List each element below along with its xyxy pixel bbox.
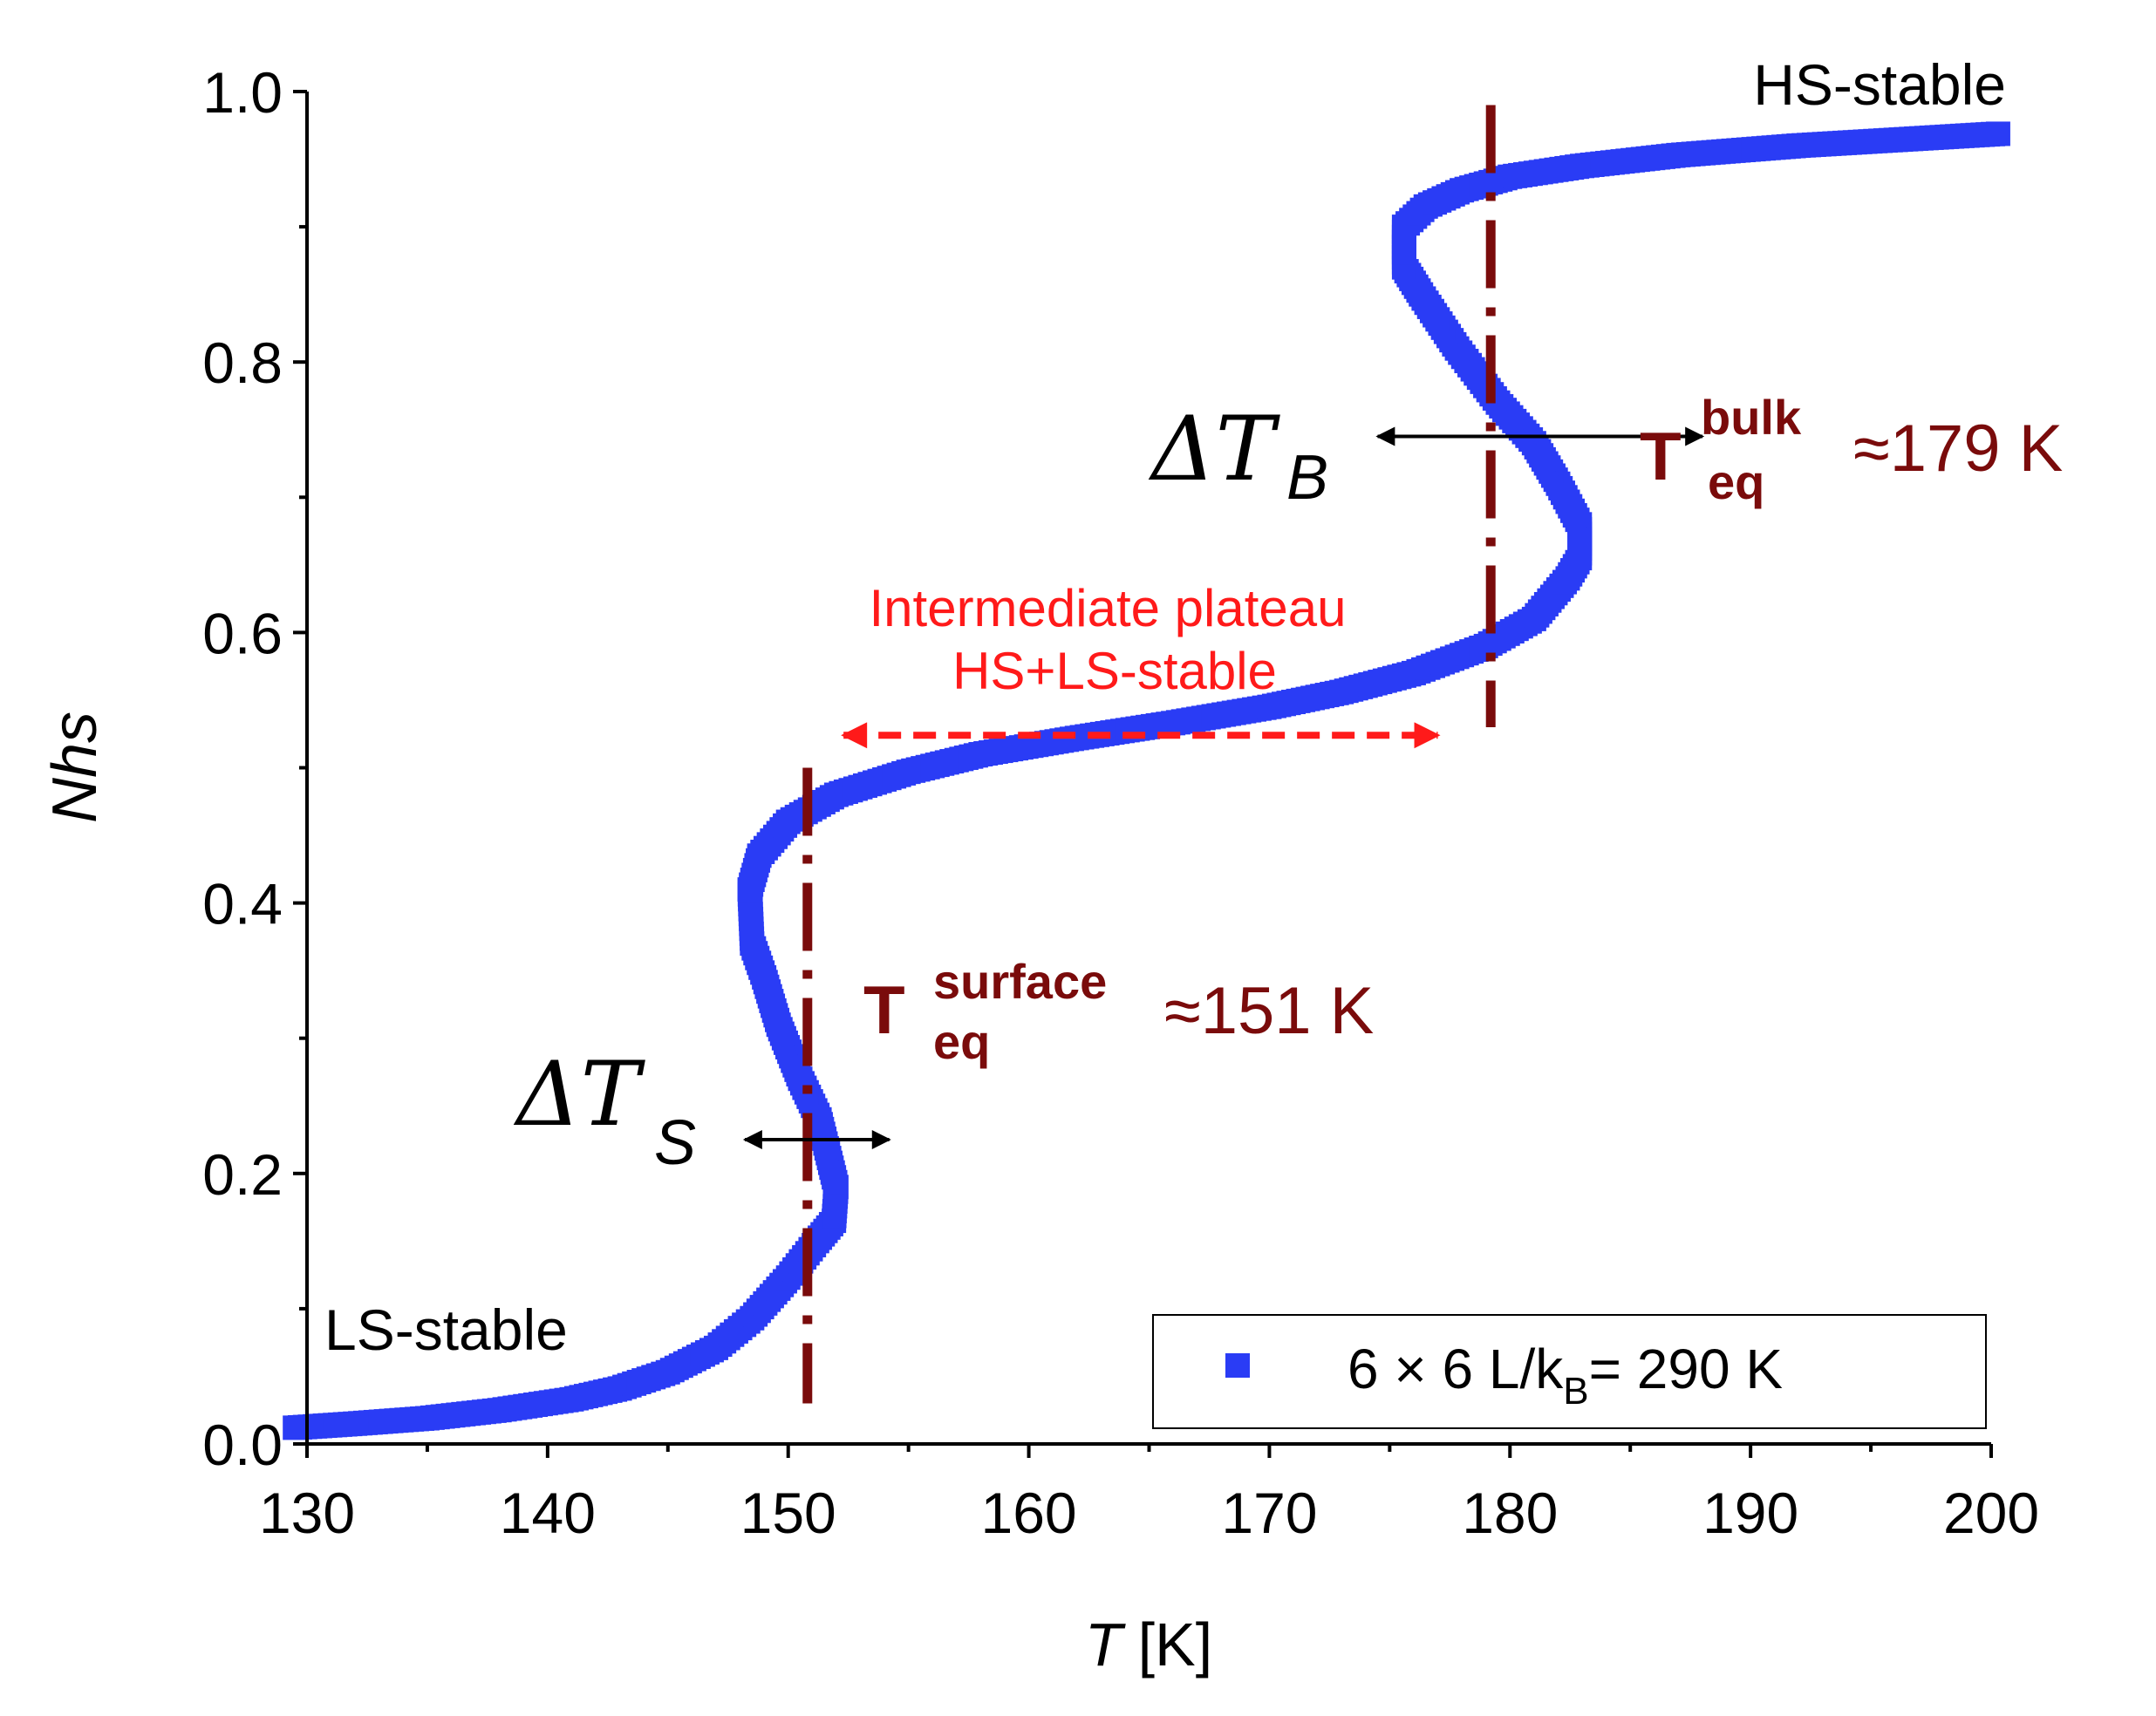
y-tick-label: 0.8 [202, 330, 283, 395]
ls-stable-label: LS-stable [324, 1297, 568, 1362]
plateau-label-line1: Intermediate plateau [869, 579, 1346, 637]
x-tick-label: 150 [740, 1481, 836, 1545]
x-ticks: 130 140 150 160 170 180 190 200 [259, 1444, 2039, 1545]
x-tick-label: 160 [981, 1481, 1077, 1545]
svg-text:≈151 K: ≈151 K [1164, 974, 1374, 1048]
x-tick-label: 180 [1462, 1481, 1558, 1545]
axes [305, 92, 1991, 1446]
legend-box [1152, 1314, 1987, 1429]
legend-label: 6 × 6 L/kB= 290 K [1348, 1338, 1783, 1413]
delta-ts-label: ΔT [513, 1043, 646, 1147]
y-tick-label: 0.2 [202, 1142, 283, 1207]
svg-text:bulk: bulk [1701, 390, 1802, 445]
x-tick-label: 170 [1221, 1481, 1317, 1545]
svg-text:T: T [863, 971, 905, 1048]
teq-surface-label: T surface eq ≈151 K [863, 954, 1374, 1069]
delta-ts-sub: S [654, 1108, 696, 1178]
data-point [1985, 121, 2010, 146]
y-ticks: 0.0 0.2 0.4 0.6 0.8 1.0 [202, 60, 307, 1477]
y-tick-label: 0.0 [202, 1413, 283, 1477]
plateau-label-line2: HS+LS-stable [952, 642, 1277, 700]
y-tick-label: 0.4 [202, 872, 283, 936]
delta-tb-label: ΔT [1148, 398, 1281, 501]
x-tick-label: 200 [1943, 1481, 2039, 1545]
x-tick-label: 140 [500, 1481, 596, 1545]
teq-bulk-label: T bulk eq ≈179 K [1640, 390, 2063, 509]
hs-stable-label: HS-stable [1753, 52, 2006, 117]
svg-text:surface: surface [933, 954, 1107, 1009]
y-tick-label: 0.6 [202, 601, 283, 665]
delta-tb-sub: B [1286, 443, 1328, 513]
series-layer [283, 121, 2010, 1440]
x-tick-label: 130 [259, 1481, 355, 1545]
arrow-layer [742, 426, 1705, 1150]
svg-text:eq: eq [1708, 454, 1764, 509]
y-tick-label: 1.0 [202, 60, 283, 125]
vline-layer [802, 105, 1496, 1404]
svg-text:≈179 K: ≈179 K [1853, 412, 2063, 486]
x-axis-label: T [K] [1085, 1610, 1212, 1679]
legend-marker [1225, 1353, 1250, 1378]
svg-text:eq: eq [933, 1014, 990, 1069]
x-tick-label: 190 [1702, 1481, 1798, 1545]
series-markers [283, 121, 2010, 1440]
legend: 6 × 6 L/kB= 290 K [1152, 1314, 1987, 1429]
y-axis-label: Nhs [40, 712, 110, 823]
svg-text:T: T [1640, 418, 1682, 494]
